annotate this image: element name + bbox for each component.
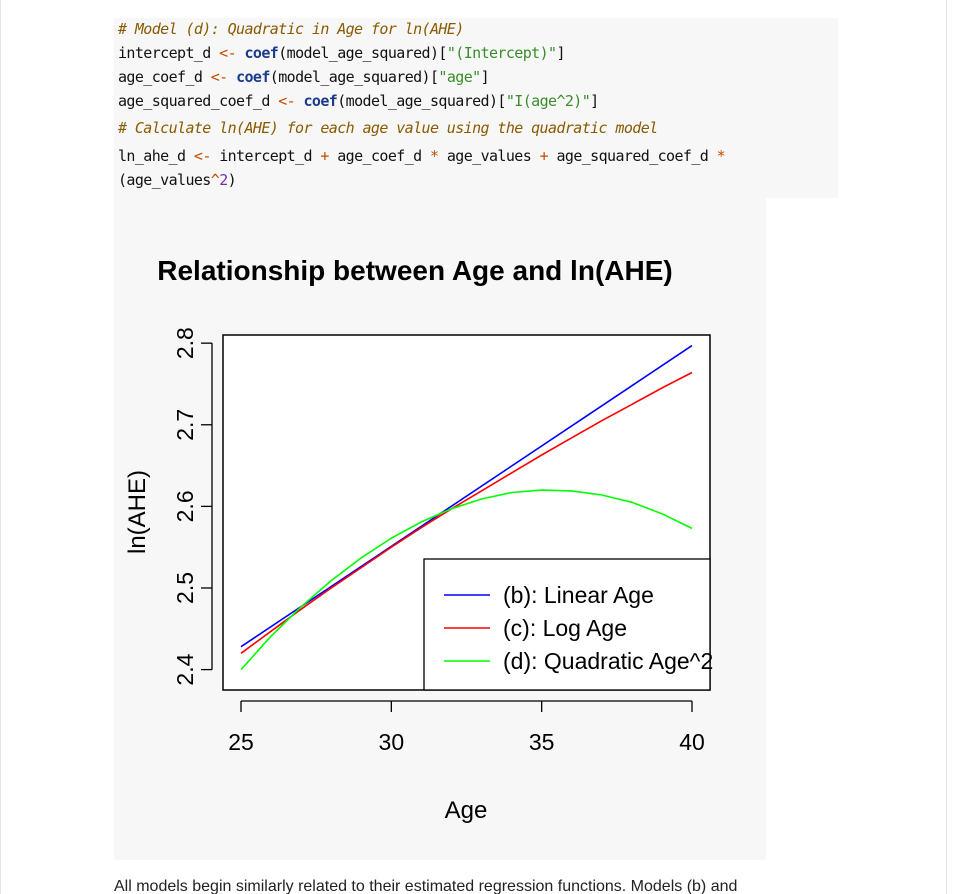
series-line-2 <box>240 371 693 654</box>
y-axis-label: ln(AHE) <box>124 470 151 554</box>
x-tick-label: 30 <box>379 729 405 755</box>
explanation-text: All models begin similarly related to th… <box>114 878 738 894</box>
legend-label: (b): Linear Age <box>503 582 654 608</box>
y-tick-label: 2.7 <box>172 409 198 441</box>
frame-left-border <box>0 0 1 894</box>
plot-output: Relationship between Age and ln(AHE) 25 3… <box>114 198 766 860</box>
x-axis-label: Age <box>445 797 488 824</box>
code-comment-2: # Calculate ln(AHE) for each age value u… <box>118 119 658 137</box>
y-tick-label: 2.5 <box>172 572 198 604</box>
x-axis: 25 30 35 40 <box>228 700 705 755</box>
line-chart: Relationship between Age and ln(AHE) 25 3… <box>124 255 713 824</box>
code-line-continuation: (age_values^2) <box>118 171 237 189</box>
y-tick-label: 2.6 <box>172 490 198 522</box>
legend-label: (c): Log Age <box>503 615 627 641</box>
series-line-1 <box>240 344 693 648</box>
code-line-ln-ahe: ln_ahe_d <- intercept_d + age_coef_d * a… <box>118 147 726 165</box>
y-tick-label: 2.8 <box>172 327 198 359</box>
code-comment-1: # Model (d): Quadratic in Age for ln(AHE… <box>118 20 464 38</box>
code-block: # Model (d): Quadratic in Age for ln(AHE… <box>114 18 838 198</box>
series-lines <box>240 344 693 671</box>
x-tick-label: 35 <box>529 729 555 755</box>
legend-box <box>423 558 711 691</box>
x-tick-label: 25 <box>228 729 254 755</box>
code-line-age-squared-coef: age_squared_coef_d <- coef(model_age_squ… <box>118 92 599 110</box>
code-line-intercept: intercept_d <- coef(model_age_squared)["… <box>118 44 566 62</box>
legend-label: (d): Quadratic Age^2 <box>503 648 713 674</box>
x-tick-label: 40 <box>679 729 705 755</box>
series-line-3 <box>240 489 693 671</box>
legend: (b): Linear Age (c): Log Age (d): Quadrati… <box>423 558 713 691</box>
code-line-age-coef: age_coef_d <- coef(model_age_squared)["a… <box>118 68 490 86</box>
y-axis: 2.4 2.5 2.6 2.7 2.8 <box>172 327 213 686</box>
y-tick-label: 2.4 <box>172 653 198 685</box>
frame-right-border <box>946 0 947 894</box>
chart-title: Relationship between Age and ln(AHE) <box>157 255 672 286</box>
